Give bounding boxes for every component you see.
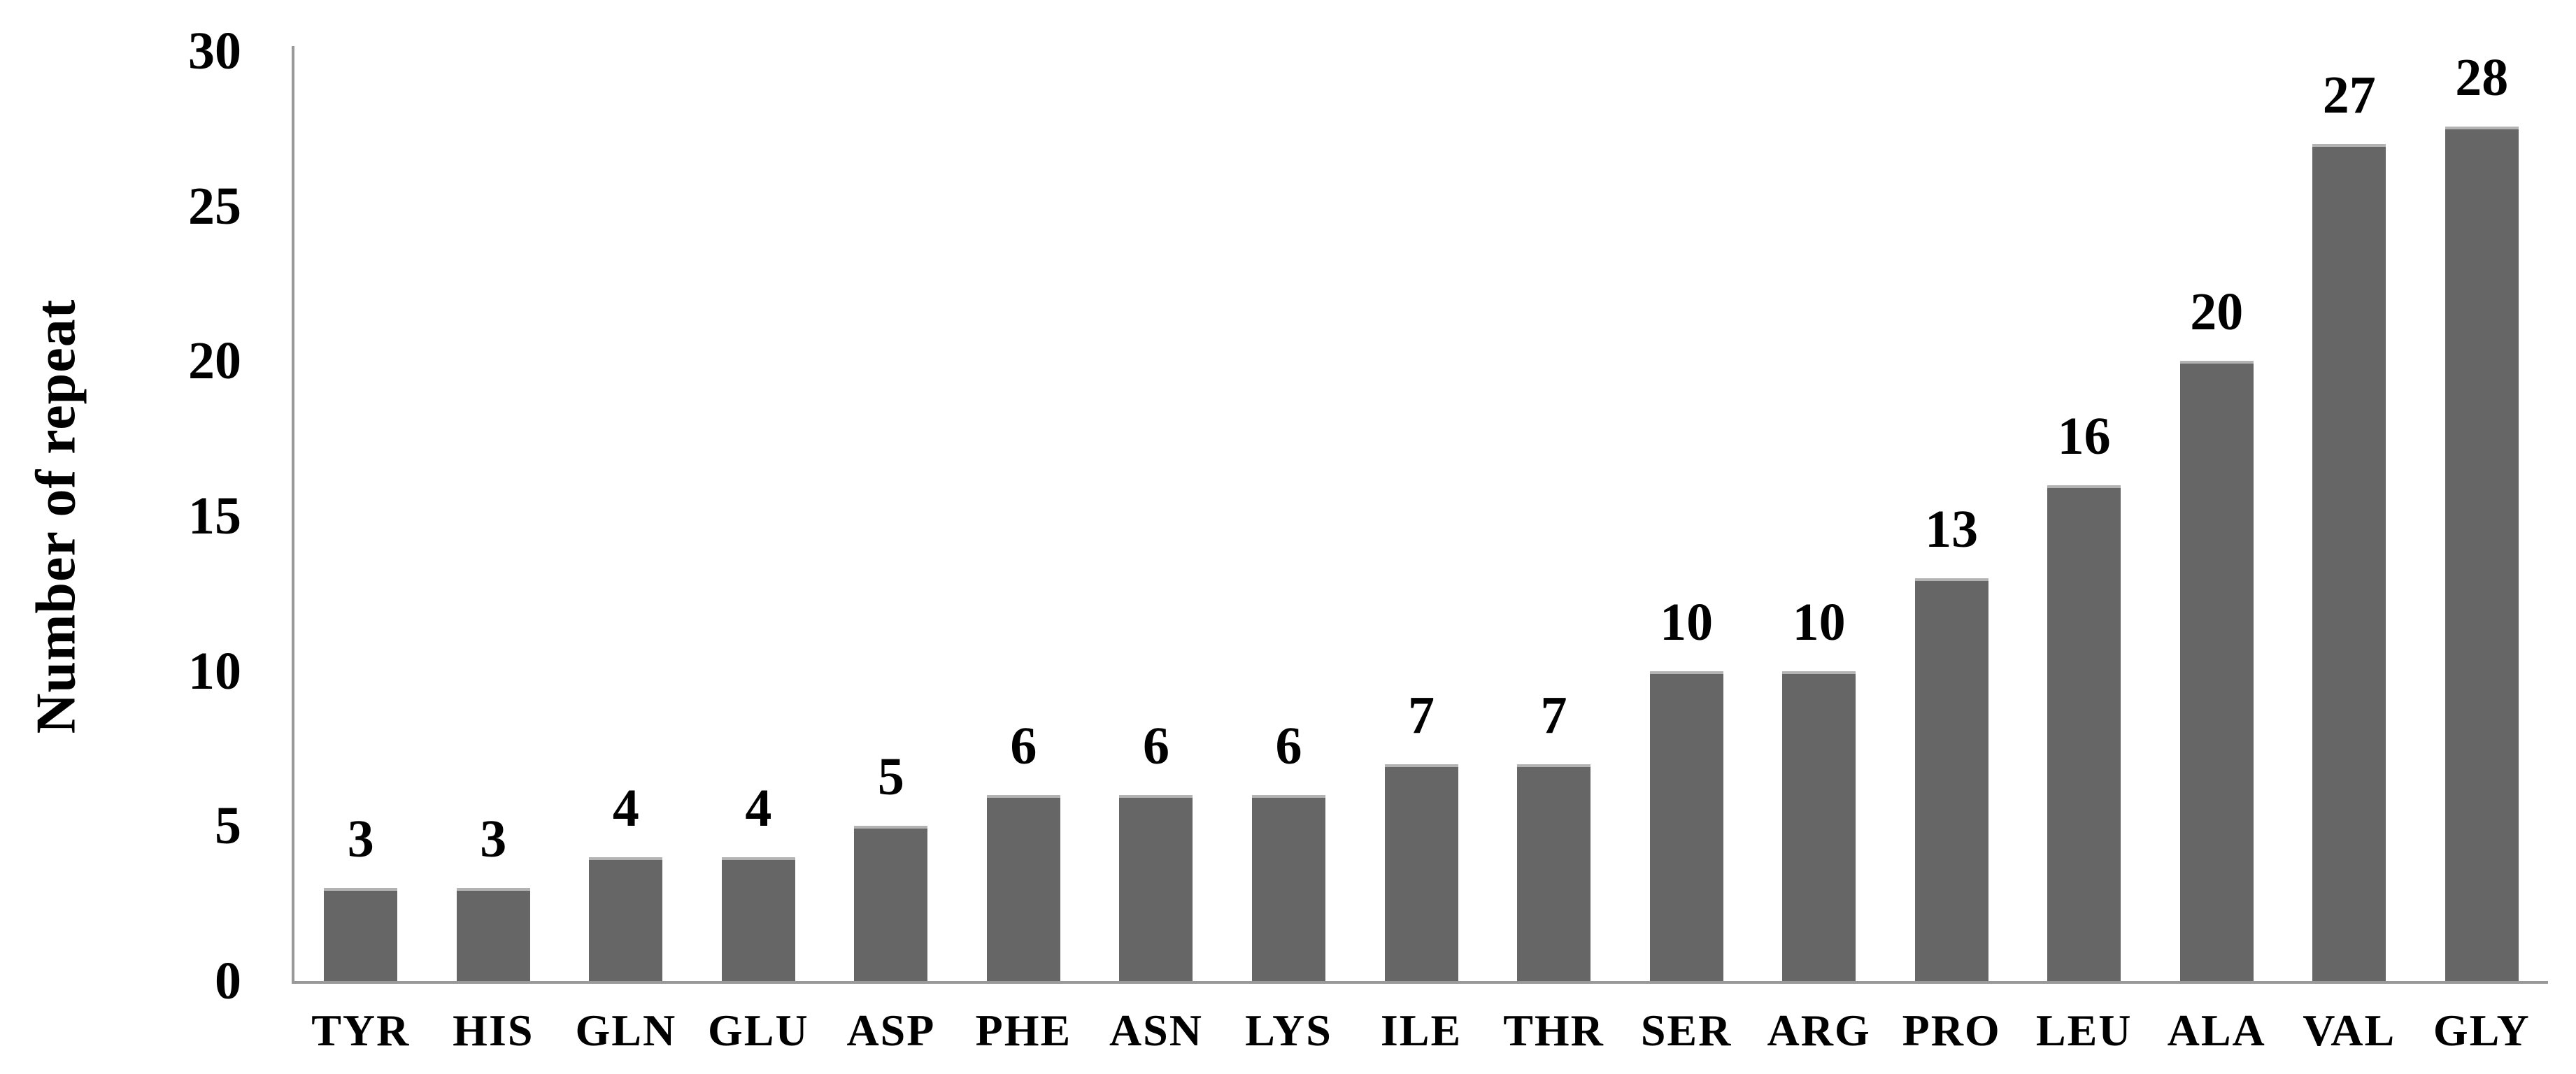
- bar-slot: 16: [2018, 51, 2151, 981]
- bar-slot: 10: [1753, 51, 1886, 981]
- bar-value-label: 3: [480, 810, 507, 868]
- bar: [1914, 578, 1988, 981]
- x-axis-category-label: GLN: [575, 1005, 677, 1055]
- bar-slot: 28: [2416, 51, 2549, 981]
- bar-slot: 6: [1090, 51, 1223, 981]
- bar-slot: 7: [1488, 51, 1621, 981]
- bar: [2445, 127, 2519, 981]
- bar-value-label: 16: [2057, 406, 2111, 466]
- y-axis-line: [292, 46, 294, 984]
- x-axis-category-label: LEU: [2035, 1005, 2133, 1055]
- y-axis-tick-labels: 0 5 10 15 20 25 30: [0, 24, 241, 1008]
- bar-slot: 10: [1620, 51, 1753, 981]
- bar-value-label: 4: [612, 778, 639, 838]
- bar: [324, 888, 398, 981]
- bar-slot: 7: [1355, 51, 1488, 981]
- x-axis-category-label: ASN: [1109, 1005, 1203, 1055]
- bar-slot: 5: [825, 51, 958, 981]
- bar: [1251, 795, 1325, 981]
- bar-value-label: 6: [1275, 717, 1302, 775]
- x-axis-category-label: ALA: [2167, 1005, 2266, 1055]
- bar-value-label: 6: [1142, 717, 1169, 775]
- x-axis-category-label: TYR: [311, 1005, 411, 1055]
- bar-value-label: 28: [2455, 48, 2509, 107]
- bar-value-label: 6: [1010, 717, 1037, 775]
- bar-slot: 6: [1223, 51, 1355, 981]
- x-axis-category-label: ILE: [1380, 1005, 1463, 1055]
- bar-slot: 3: [427, 51, 560, 981]
- bar-slot: 4: [692, 51, 825, 981]
- y-axis-tick-label: 15: [188, 487, 241, 545]
- bar: [1119, 795, 1193, 981]
- bar: [1517, 764, 1591, 981]
- x-axis-category-label: GLU: [708, 1005, 809, 1055]
- x-axis-line: [292, 981, 2548, 984]
- bar-value-label: 10: [1660, 592, 1714, 652]
- bar-value-label: 3: [347, 810, 374, 868]
- bar-value-label: 4: [745, 778, 772, 838]
- bar-value-label: 13: [1925, 499, 1979, 559]
- bar: [2312, 144, 2386, 981]
- y-axis-tick-label: 25: [188, 176, 241, 236]
- bar-slot: 4: [560, 51, 692, 981]
- bar-slot: 27: [2283, 51, 2416, 981]
- x-axis-category-label: ARG: [1767, 1005, 1871, 1055]
- y-axis-tick-label: 10: [188, 641, 241, 701]
- x-axis-category-label: LYS: [1245, 1005, 1332, 1055]
- bar-slot: 20: [2150, 51, 2283, 981]
- bar: [1782, 671, 1856, 981]
- y-axis-tick-label: 0: [215, 952, 241, 1010]
- y-axis-tick-label: 5: [215, 796, 241, 856]
- x-axis-category-label: HIS: [453, 1005, 534, 1055]
- bar: [986, 795, 1060, 981]
- bar-slot: 6: [958, 51, 1090, 981]
- bar-value-label: 7: [1408, 685, 1435, 745]
- bar: [2047, 485, 2121, 981]
- bar: [854, 826, 928, 981]
- x-axis-category-label: THR: [1503, 1005, 1604, 1055]
- x-axis-category-label: GLY: [2433, 1005, 2531, 1055]
- bar: [456, 888, 530, 981]
- bar-value-label: 20: [2190, 282, 2244, 342]
- x-axis-labels: TYR HIS GLN GLU ASP PHE ASN LYS ILE THR SER ARG PRO L…: [294, 1008, 2548, 1053]
- x-axis-category-label: VAL: [2303, 1005, 2396, 1055]
- bar: [589, 857, 663, 981]
- x-axis-category-label: PRO: [1902, 1005, 2001, 1055]
- x-axis-category-label: PHE: [975, 1005, 1072, 1055]
- bar: [721, 857, 795, 981]
- bar: [1384, 764, 1458, 981]
- y-axis-tick-label: 20: [188, 331, 241, 391]
- bar-slot: 3: [294, 51, 427, 981]
- bar-slot: 13: [1885, 51, 2018, 981]
- x-axis-category-label: ASP: [846, 1005, 936, 1055]
- bar: [2179, 361, 2254, 981]
- bar-value-label: 27: [2322, 66, 2376, 124]
- bar-value-label: 5: [877, 747, 904, 807]
- bar-value-label: 10: [1792, 592, 1846, 652]
- y-axis-tick-label: 30: [188, 22, 241, 80]
- bar-value-label: 7: [1540, 685, 1567, 745]
- x-axis-category-label: SER: [1640, 1005, 1732, 1055]
- bar: [1649, 671, 1723, 981]
- plot-area: 3 3 4 4 5 6 6 6 7 7 10 10 13 16 20 27 28: [294, 51, 2548, 981]
